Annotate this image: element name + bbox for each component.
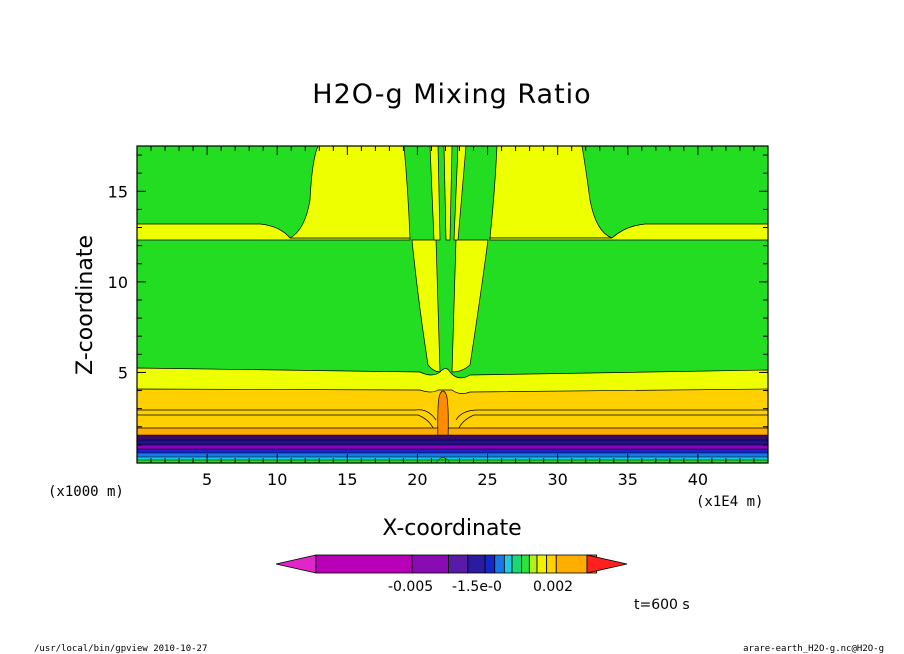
y-tick-label: 15: [108, 182, 128, 201]
field-deep-layer-7: [137, 460, 768, 463]
colorbar-segment: [467, 554, 486, 574]
colorbar-label-mid: -1.5e-0: [452, 579, 502, 595]
field-yellow-column-left: [411, 239, 441, 373]
x-tick-label: 40: [688, 470, 708, 489]
field-yellow-column-top-mid: [443, 146, 453, 241]
field-deep-layer-5: [137, 453, 768, 457]
field-deep-layer-2: [137, 440, 768, 445]
colorbar-segment: [528, 554, 538, 574]
y-units-label: (x1000 m): [48, 484, 124, 500]
x-units-label: (x1E4 m): [696, 494, 763, 510]
field-deep-layer-1: [137, 435, 768, 440]
field-yellow-column-top-right: [453, 146, 467, 241]
y-axis-label: Z-coordinate: [73, 235, 98, 375]
footer-right: arare-earth_H2O-g.nc@H2O-g: [743, 644, 884, 654]
colorbar-label-left: -0.005: [388, 579, 433, 595]
colorbar-segment: [484, 554, 496, 574]
x-tick-label: 35: [618, 470, 638, 489]
colorbar: [275, 554, 628, 574]
plot-area: [137, 146, 768, 463]
colorbar-segment: [448, 554, 469, 574]
time-label: t=600 s: [634, 597, 690, 613]
colorbar-segment: [536, 554, 548, 574]
colorbar-segment: [315, 554, 413, 574]
colorbar-segment: [521, 554, 530, 574]
x-tick-label: 25: [477, 470, 497, 489]
field-yellow-plateau-left: [289, 146, 411, 239]
colorbar-segment: [546, 554, 557, 574]
chart-title: H2O-g Mixing Ratio: [312, 79, 591, 110]
field-gold-contour-1: [137, 409, 768, 421]
contour-lines-deep: [137, 434, 768, 461]
y-tick-label: 10: [108, 273, 128, 292]
x-tick-label: 20: [407, 470, 427, 489]
x-axis-ticks: 5 10 15 20 25 30 35 40: [150, 146, 755, 489]
x-tick-label: 15: [337, 470, 357, 489]
field-yellow-column-right: [451, 239, 489, 373]
colorbar-arrow-right: [586, 554, 628, 574]
plot-frame: [136, 145, 769, 464]
colorbar-arrow-left: [275, 554, 317, 574]
colorbar-segment: [411, 554, 450, 574]
field-deep-layer-4: [137, 449, 768, 453]
x-tick-label: 30: [547, 470, 567, 489]
footer-left: /usr/local/bin/gpview 2010-10-27: [34, 644, 207, 654]
colorbar-segment: [494, 554, 505, 574]
colorbar-segment: [511, 554, 523, 574]
field-orange-core: [437, 390, 449, 441]
y-tick-label: 5: [118, 363, 128, 382]
x-axis-label: X-coordinate: [382, 516, 521, 541]
x-tick-label: 10: [267, 470, 287, 489]
field-deep-layer-6: [137, 457, 768, 460]
y-axis-ticks: 5 10 15: [108, 154, 768, 446]
field-yellow-plateau-right: [489, 146, 613, 239]
field-yellow-upper: [137, 223, 411, 241]
colorbar-segment: [555, 554, 588, 574]
colorbar-segment: [503, 554, 513, 574]
x-tick-label: 5: [202, 470, 212, 489]
field-yellow-column-top-left: [429, 146, 441, 241]
field-deep-layer-3: [137, 445, 768, 449]
colorbar-label-right: 0.002: [533, 579, 573, 595]
field-yellow-upper-right: [489, 223, 768, 241]
